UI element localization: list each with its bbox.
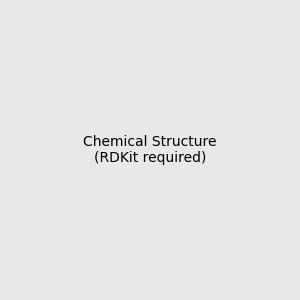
- Text: Chemical Structure
(RDKit required): Chemical Structure (RDKit required): [83, 135, 217, 165]
